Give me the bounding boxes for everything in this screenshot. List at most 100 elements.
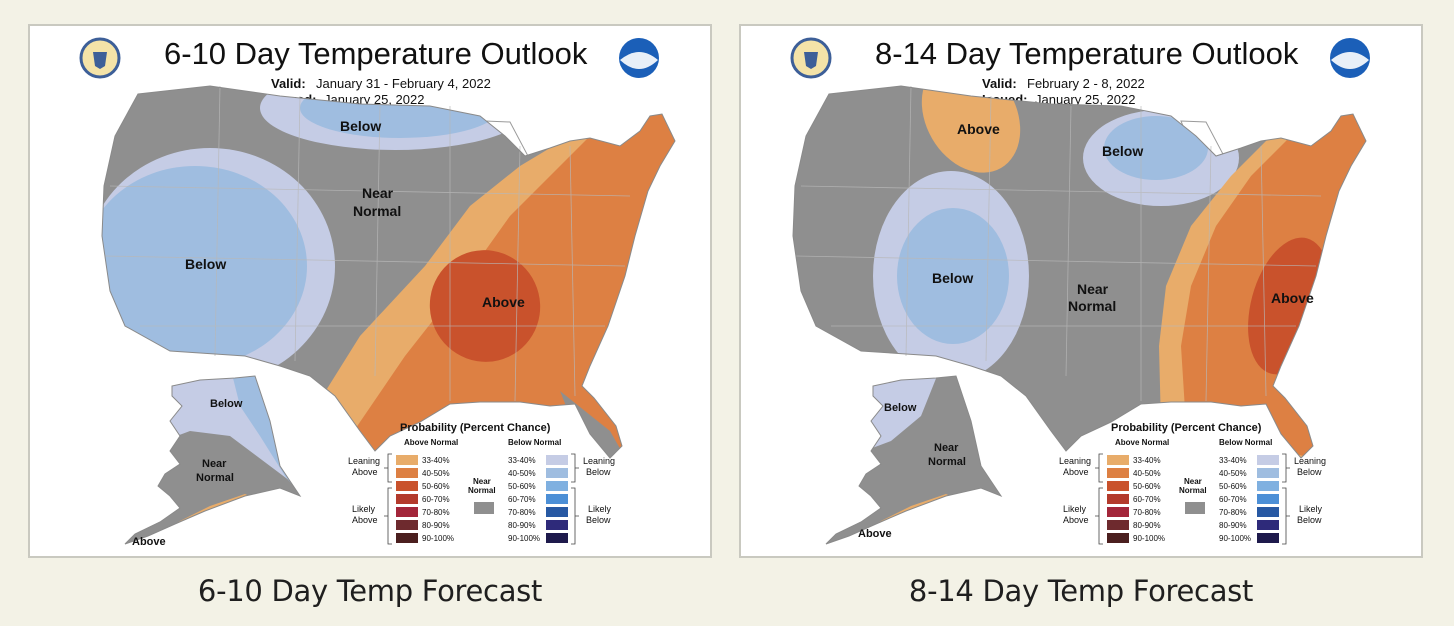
legend-bracket-leaning-below	[1282, 453, 1290, 483]
legend-likely-below-2: Below	[586, 515, 611, 525]
legend-rows: 33-40% 33-40% 40-50% 40-50% 50-60% 50-60% 60-7…	[1107, 455, 1279, 543]
legend-above-range: 90-100%	[1133, 534, 1165, 543]
legend-below-header: Below Normal	[1219, 438, 1272, 447]
region-label-alaska-near-1: Near	[202, 458, 227, 470]
issued-date: January 25, 2022	[1035, 92, 1135, 107]
legend-likely-below-2: Below	[1297, 515, 1322, 525]
commerce-seal-shield	[93, 52, 107, 69]
legend-near-normal-swatch	[1185, 502, 1205, 514]
legend-below-swatch	[546, 533, 568, 543]
legend-below-swatch	[546, 494, 568, 504]
conus-outline	[101, 85, 676, 459]
legend-title: Probability (Percent Chance)	[400, 422, 551, 434]
legend-above-range: 33-40%	[422, 456, 450, 465]
region-label-below-west: Below	[932, 270, 973, 286]
legend-above-range: 40-50%	[422, 469, 450, 478]
legend-below-range: 40-50%	[1219, 469, 1247, 478]
region-label-alaska-below: Below	[210, 398, 243, 410]
state-borders	[104, 85, 631, 402]
legend-likely-above-2: Above	[1063, 515, 1089, 525]
legend-above-swatch	[396, 481, 418, 491]
region-label-near-normal-1: Near	[1077, 281, 1109, 297]
legend-above-swatch	[1107, 520, 1129, 530]
legend: Probability (Percent Chance) Above Norma…	[348, 422, 615, 545]
legend-near-normal-1: Near	[1184, 477, 1202, 486]
legend-below-swatch	[546, 507, 568, 517]
region-label-near-normal-2: Normal	[1068, 298, 1116, 314]
legend-bracket-leaning-below	[571, 453, 579, 483]
legend-near-normal-2: Normal	[1179, 486, 1207, 495]
legend-above-range: 40-50%	[1133, 469, 1161, 478]
legend-below-range: 70-80%	[1219, 508, 1247, 517]
map-title: 8-14 Day Temperature Outlook	[875, 36, 1299, 71]
legend-below-swatch	[1257, 533, 1279, 543]
legend-leaning-above-1: Leaning	[348, 456, 380, 466]
legend-likely-above-1: Likely	[352, 504, 376, 514]
legend-below-range: 80-90%	[1219, 521, 1247, 530]
region-label-above-north: Above	[957, 121, 1000, 137]
legend-below-header: Below Normal	[508, 438, 561, 447]
valid-dates: January 31 - February 4, 2022	[316, 76, 491, 91]
legend-below-swatch	[546, 520, 568, 530]
legend-above-swatch	[396, 520, 418, 530]
outlook-map-8-14: 8-14 Day Temperature Outlook Valid: Febr…	[790, 36, 1370, 545]
legend-below-swatch	[1257, 494, 1279, 504]
legend-likely-above-2: Above	[352, 515, 378, 525]
legend-leaning-below-1: Leaning	[1294, 456, 1326, 466]
legend-leaning-above-2: Above	[352, 467, 378, 477]
legend-below-swatch	[1257, 507, 1279, 517]
alaska-outline	[124, 375, 302, 545]
region-label-above-east: Above	[1271, 290, 1314, 306]
legend-above-swatch	[396, 468, 418, 478]
region-label-above: Above	[482, 294, 525, 310]
legend-bracket-likely-below	[1282, 487, 1290, 545]
legend-below-swatch	[1257, 468, 1279, 478]
below-north	[1104, 116, 1208, 180]
legend-near-normal-1: Near	[473, 477, 491, 486]
legend-below-swatch	[546, 468, 568, 478]
legend-above-range: 70-80%	[1133, 508, 1161, 517]
legend-above-swatch	[396, 533, 418, 543]
legend-leaning-below-2: Below	[1297, 467, 1322, 477]
outlook-map-6-10: 6-10 Day Temperature Outlook Valid: Janu…	[79, 36, 676, 548]
region-label-alaska-above: Above	[858, 528, 892, 540]
legend-above-swatch	[396, 494, 418, 504]
legend-above-range: 60-70%	[1133, 495, 1161, 504]
legend-below-range: 90-100%	[1219, 534, 1251, 543]
region-label-near-normal-1: Near	[362, 185, 394, 201]
legend-below-swatch	[1257, 455, 1279, 465]
legend-bracket-leaning-above	[1095, 453, 1103, 483]
commerce-seal-shield	[804, 52, 818, 69]
legend-likely-below-1: Likely	[588, 504, 612, 514]
region-label-alaska-near-1: Near	[934, 442, 959, 454]
legend-above-range: 80-90%	[1133, 521, 1161, 530]
legend-leaning-below-1: Leaning	[583, 456, 615, 466]
legend-rows: 33-40% 33-40% 40-50% 40-50% 50-60% 50-60% 60-7…	[396, 455, 568, 543]
legend-near-normal-2: Normal	[468, 486, 496, 495]
legend-below-swatch	[546, 455, 568, 465]
legend-above-range: 50-60%	[1133, 482, 1161, 491]
legend-below-swatch	[546, 481, 568, 491]
legend-above-swatch	[1107, 533, 1129, 543]
region-label-alaska-above: Above	[132, 536, 166, 548]
legend-above-swatch	[1107, 507, 1129, 517]
outlook-panel-8-14: 8-14 Day Temperature Outlook Valid: Febr…	[739, 24, 1423, 558]
valid-label: Valid:	[271, 76, 306, 91]
legend-above-range: 60-70%	[422, 495, 450, 504]
legend-title: Probability (Percent Chance)	[1111, 422, 1262, 434]
legend-bracket-likely-below	[571, 487, 579, 545]
noaa-logo-bird	[1331, 52, 1369, 69]
legend-above-range: 50-60%	[422, 482, 450, 491]
caption-6-10: 6-10 Day Temp Forecast	[197, 574, 543, 608]
below-west	[897, 208, 1009, 344]
region-label-near-normal-2: Normal	[353, 203, 401, 219]
alaska-outline	[825, 375, 1003, 545]
legend-above-swatch	[1107, 455, 1129, 465]
legend-below-range: 70-80%	[508, 508, 536, 517]
legend-near-normal-swatch	[474, 502, 494, 514]
legend-below-range: 33-40%	[1219, 456, 1247, 465]
legend-above-swatch	[396, 455, 418, 465]
legend-below-range: 40-50%	[508, 469, 536, 478]
legend-leaning-above-1: Leaning	[1059, 456, 1091, 466]
map-title: 6-10 Day Temperature Outlook	[164, 36, 588, 71]
